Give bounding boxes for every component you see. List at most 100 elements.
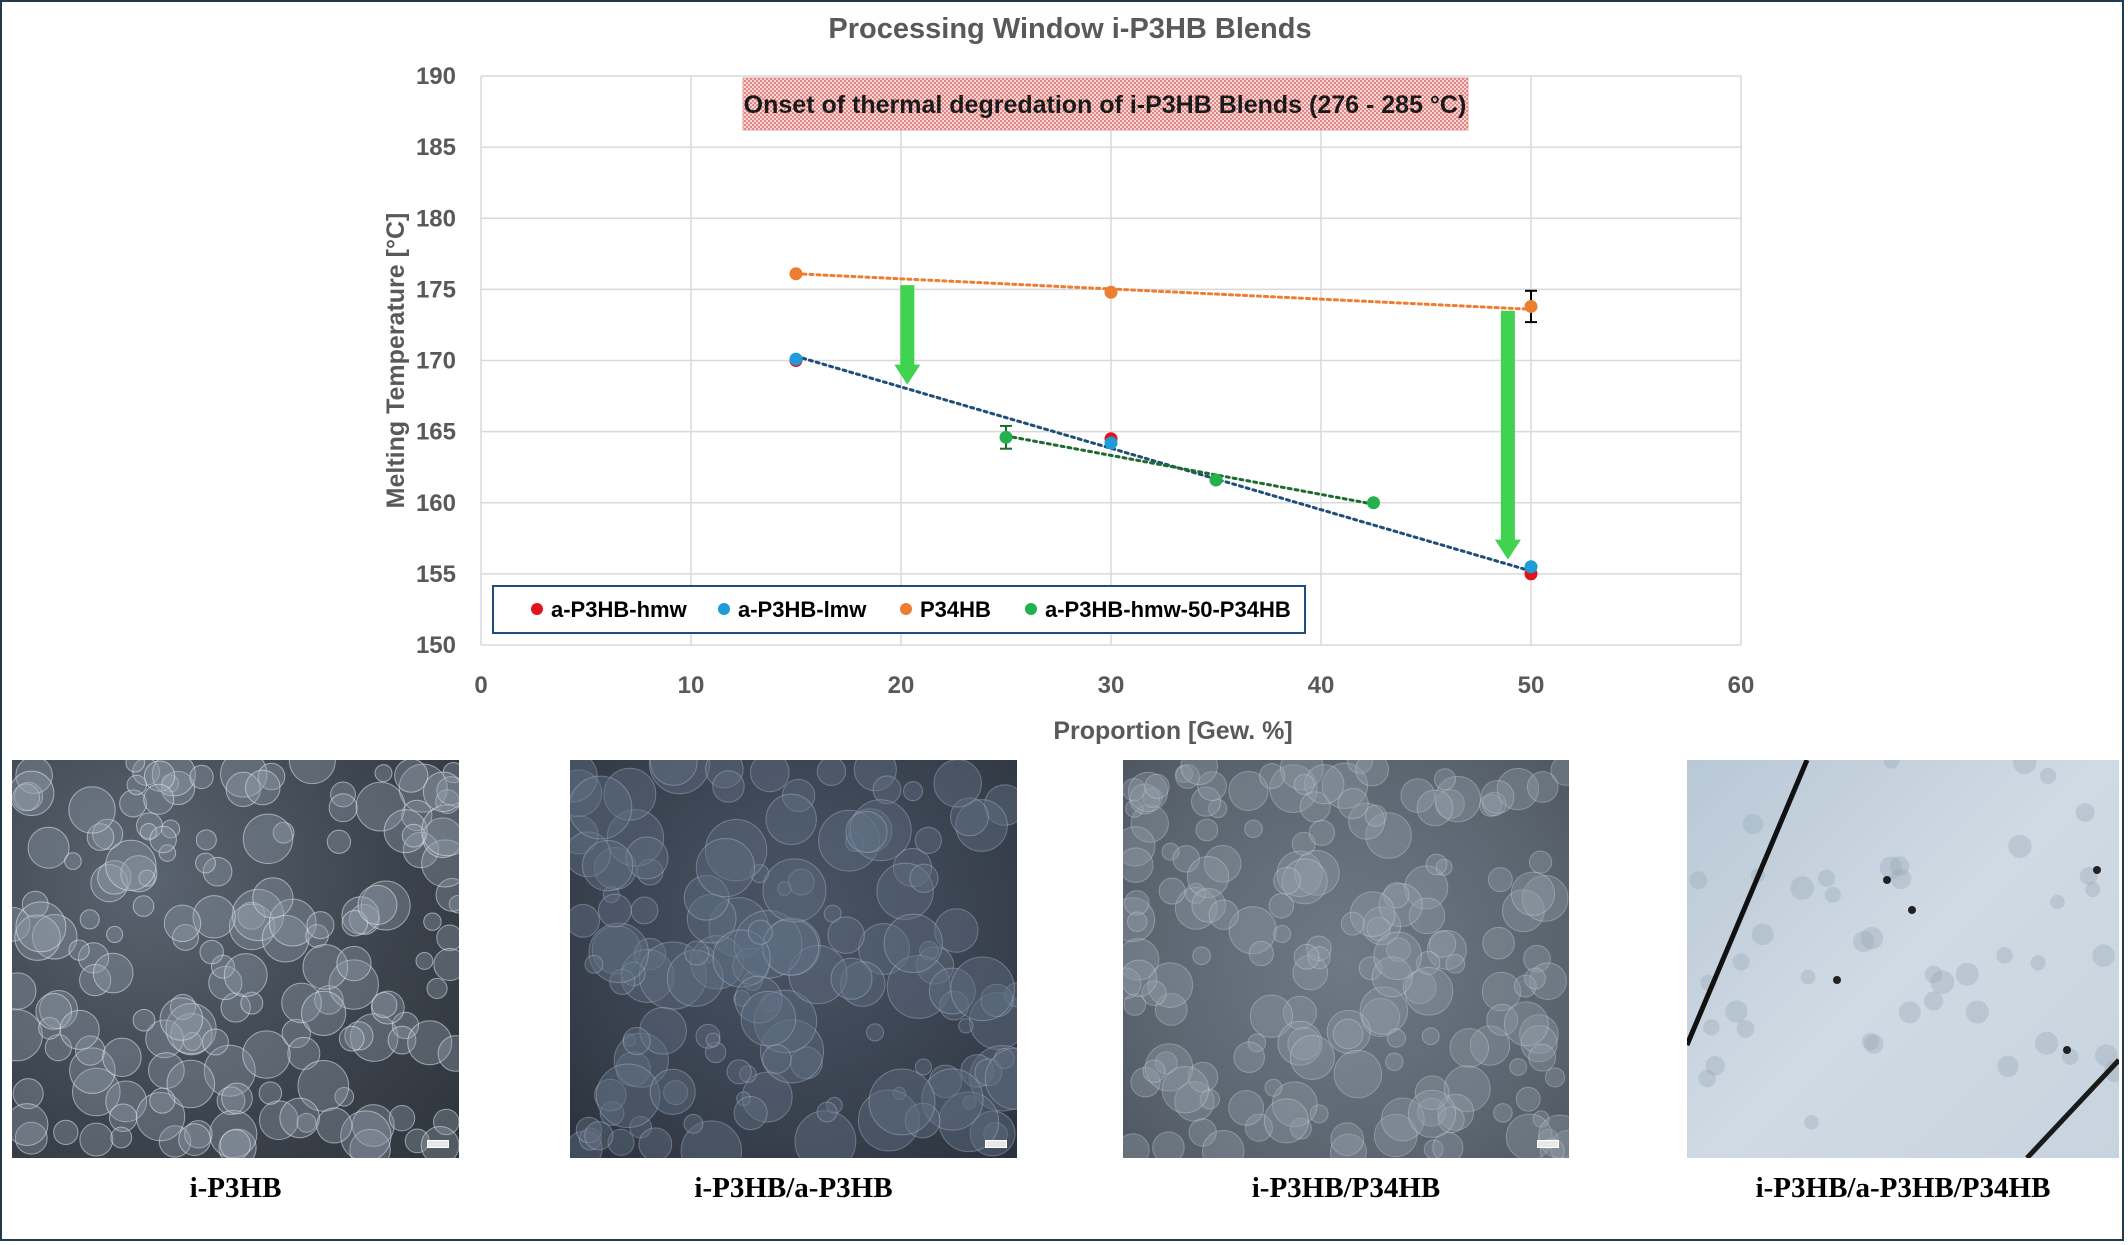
- spherulite: [1247, 1033, 1267, 1053]
- spherulite: [1487, 867, 1513, 893]
- spherulite: [760, 992, 780, 1013]
- spherulite: [1175, 765, 1194, 784]
- spherulite: [1997, 1055, 2019, 1078]
- spherulite: [316, 1107, 353, 1144]
- spherulite: [158, 844, 177, 862]
- spherulite: [1355, 760, 1389, 787]
- spherulite: [1532, 1110, 1550, 1128]
- spherulite: [1174, 886, 1218, 930]
- caption-i-p3hb-a-p3hb-p34hb: i-P3HB/a-P3HB/P34HB: [1755, 1172, 2051, 1204]
- spherulite: [12, 972, 37, 1010]
- sample-edge: [2025, 1058, 2119, 1158]
- spherulite: [149, 825, 177, 854]
- spherulite: [649, 1068, 696, 1115]
- spherulite: [690, 935, 745, 990]
- spherulite: [223, 953, 268, 997]
- particle: [2093, 866, 2101, 874]
- spherulite: [1480, 780, 1515, 814]
- spherulite: [242, 1030, 291, 1079]
- spherulite: [1790, 876, 1814, 900]
- spherulite: [2095, 1044, 2118, 1067]
- spherulite: [794, 1110, 857, 1158]
- spherulite: [919, 940, 939, 961]
- spherulite: [1259, 763, 1286, 790]
- spherulite: [1187, 1061, 1219, 1093]
- chart: Processing Window i-P3HB Blends 150 155 16…: [382, 13, 1755, 745]
- spherulite: [1203, 844, 1242, 883]
- caption-i-p3hb-p34hb: i-P3HB/P34HB: [1251, 1172, 1441, 1204]
- spherulite: [92, 818, 124, 850]
- spherulite: [1123, 993, 1147, 1016]
- spherulite: [1425, 853, 1448, 876]
- spherulite: [726, 1059, 752, 1085]
- spherulite: [1380, 1097, 1425, 1142]
- spherulite: [1426, 929, 1467, 970]
- spherulite: [1853, 930, 1875, 953]
- x-tick-label: 60: [1728, 672, 1755, 699]
- spherulite: [102, 1037, 142, 1078]
- spherulite: [607, 1128, 635, 1156]
- spherulite: [1249, 994, 1294, 1038]
- spherulite: [938, 1091, 1000, 1153]
- spherulite: [1208, 799, 1228, 819]
- spherulite: [705, 1032, 721, 1048]
- spherulite: [203, 1044, 256, 1097]
- spherulite: [437, 1035, 459, 1072]
- data-point: [1104, 436, 1118, 450]
- spherulite: [1521, 875, 1569, 922]
- spherulite: [762, 1044, 792, 1074]
- legend: a-P3HB-hmw a-P3HB-lmw P34HB a-P3HB-hmw-50-P…: [492, 585, 1306, 634]
- spherulite: [90, 864, 129, 903]
- spherulite: [704, 818, 768, 882]
- spherulite: [391, 1011, 420, 1040]
- spherulite: [570, 831, 611, 878]
- spherulite: [1359, 986, 1409, 1035]
- spherulite: [1445, 953, 1466, 974]
- spherulite: [1307, 946, 1331, 970]
- x-axis-label: Proportion [Gew. %]: [1053, 717, 1292, 745]
- caption-i-p3hb-a-p3hb: i-P3HB/a-P3HB: [694, 1172, 893, 1204]
- spherulite: [158, 1125, 192, 1158]
- spherulite: [1416, 789, 1454, 827]
- spherulite: [433, 947, 459, 981]
- spherulite: [132, 895, 155, 917]
- spherulite: [1273, 924, 1292, 944]
- trendlines: [794, 272, 1533, 573]
- spherulite: [1416, 950, 1441, 976]
- y-tick-label: 190: [416, 63, 456, 90]
- spherulite: [625, 836, 669, 880]
- spherulite: [421, 804, 459, 857]
- spherulite: [830, 957, 873, 1000]
- spherulite: [845, 810, 888, 854]
- spherulite: [847, 808, 893, 853]
- spherulite: [126, 774, 148, 796]
- spherulite: [1172, 845, 1201, 873]
- spherulite: [1378, 882, 1423, 928]
- spherulite: [14, 914, 61, 961]
- spherulite: [387, 1025, 417, 1055]
- micrograph-texture: [1687, 760, 2119, 1158]
- spherulite: [1544, 1067, 1566, 1088]
- spherulite: [401, 799, 433, 831]
- spherulite: [620, 961, 646, 987]
- spherulite: [1362, 906, 1402, 946]
- spherulite: [105, 1080, 148, 1123]
- micrograph-i-p3hb-a-p3hb-p34hb: [1687, 760, 2119, 1158]
- spherulite: [609, 968, 636, 995]
- spherulite: [59, 1009, 100, 1050]
- spherulite: [135, 1091, 186, 1142]
- particle: [1883, 876, 1891, 884]
- spherulite: [1123, 778, 1146, 802]
- spherulite: [1273, 866, 1301, 895]
- spherulite: [1432, 1132, 1464, 1158]
- spherulite: [281, 982, 322, 1024]
- particle: [1908, 906, 1916, 914]
- spherulite: [865, 1023, 885, 1042]
- spherulite: [415, 952, 434, 970]
- spherulite: [1174, 1081, 1215, 1122]
- spherulite: [357, 884, 398, 925]
- legend-label: a-P3HB-lmw: [738, 597, 867, 622]
- spherulite: [933, 760, 982, 808]
- spherulite: [1347, 760, 1373, 774]
- spherulite: [1519, 1014, 1559, 1055]
